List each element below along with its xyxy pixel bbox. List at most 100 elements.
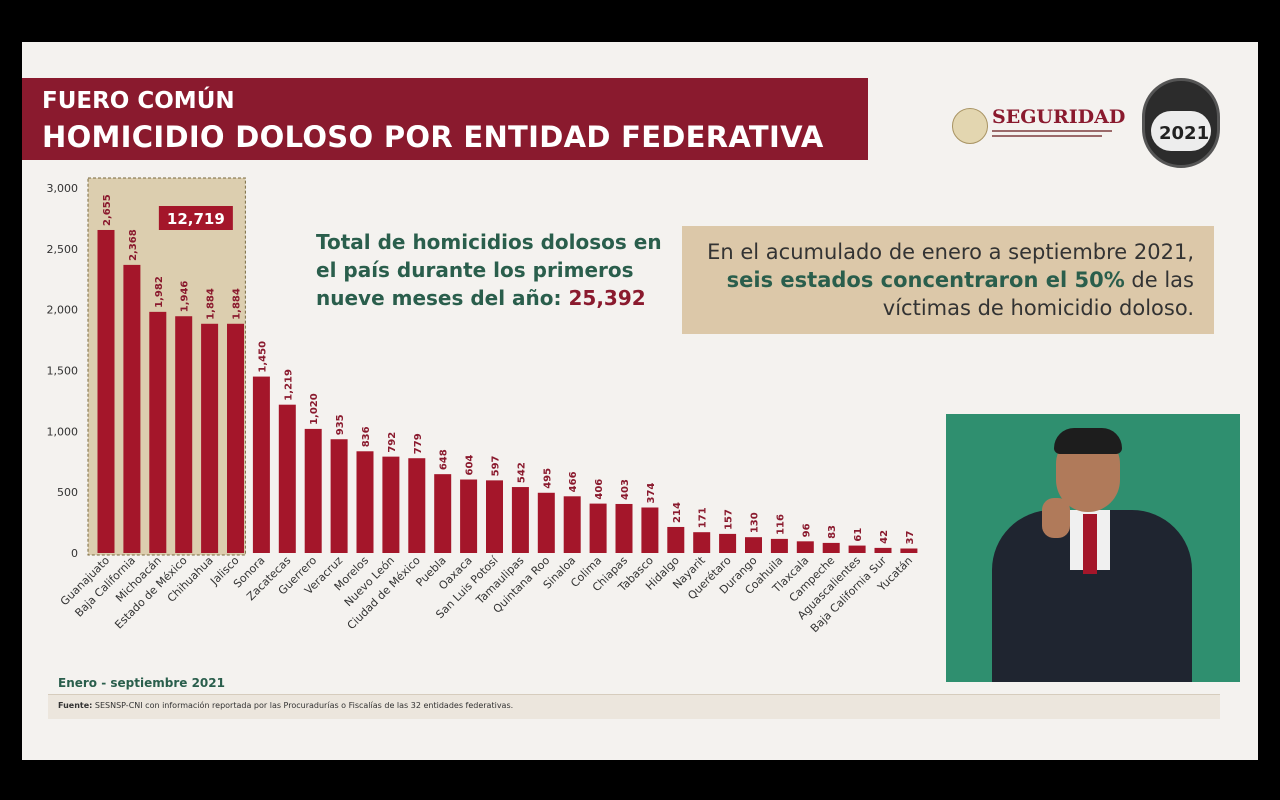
bar-value-label: 42 [879,530,890,544]
bar-value-label: 2,655 [102,194,113,226]
bar [123,264,141,553]
bar-value-label: 116 [775,514,786,535]
bar [796,541,814,553]
bar [97,229,115,553]
bar-value-label: 1,450 [257,341,268,373]
bar [434,474,452,553]
bar [719,533,737,553]
bar-value-label: 130 [750,512,761,533]
bar-value-label: 1,884 [232,288,243,320]
bar [408,458,426,553]
bar-value-label: 466 [568,471,579,492]
bar-value-label: 542 [516,462,527,483]
bar [693,532,711,553]
bar-value-label: 779 [413,433,424,454]
bar [822,542,840,553]
bar-chart: 0 500 1,000 1,500 2,000 2,500 3,000 12,719 2,6… [47,177,918,635]
bar [563,496,581,553]
badge-year: 2021 [1159,123,1210,144]
bar-value-label: 1,982 [154,276,165,308]
y-tick-label: 3,000 [47,182,79,195]
bar-value-label: 374 [646,483,657,504]
bar-value-label: 406 [594,479,605,500]
bar-value-label: 214 [672,502,683,523]
period-label: Enero - septiembre 2021 [58,676,225,690]
bar [615,503,633,553]
bar [278,404,296,553]
total-homicides-text: Total de homicidios dolosos en el país d… [316,228,666,312]
source-label: Fuente: [58,701,93,710]
interpreter-tie [1083,514,1097,574]
bar [848,545,866,553]
bar-value-label: 157 [724,509,735,530]
y-tick-label: 2,000 [47,304,79,317]
bar [641,507,659,553]
bar-value-label: 1,020 [309,393,320,425]
bar-value-label: 1,946 [180,281,191,313]
bar-value-label: 2,368 [128,229,139,261]
bar [537,492,555,553]
bar [874,547,892,553]
title-line-1: FUERO COMÚN [42,88,235,114]
bar [900,548,918,553]
badge-inner [1151,111,1211,151]
mexico-2021-badge: 2021 [1142,78,1220,168]
bar [511,487,529,553]
bar-value-label: 604 [465,455,476,476]
bar-value-label: 495 [542,468,553,489]
y-tick-label: 500 [57,486,78,499]
title-band [22,78,868,160]
bar [175,316,193,553]
source-bar: Fuente: SESNSP-CNI con información repor… [48,694,1220,719]
bar [667,526,685,553]
bar [460,479,478,553]
note-part-1: En el acumulado de enero a septiembre 20… [707,240,1194,264]
highlight-total-label: 12,719 [167,210,225,228]
bar-value-label: 792 [387,432,398,453]
bar [356,451,374,553]
y-axis: 0 500 1,000 1,500 2,000 2,500 3,000 [47,182,79,560]
bar [330,439,348,553]
y-tick-label: 1,000 [47,425,79,438]
bar-value-label: 171 [698,507,709,528]
bar [149,311,167,553]
note-highlight: seis estados concentraron el 50% [726,268,1125,292]
note-text: En el acumulado de enero a septiembre 20… [706,238,1194,322]
slide: FUERO COMÚN HOMICIDIO DOLOSO POR ENTIDAD… [22,42,1258,760]
y-tick-label: 0 [71,547,78,560]
bar [304,428,322,553]
bars [97,229,918,553]
total-value: 25,392 [568,286,646,310]
bar [227,323,244,553]
seguridad-subtitle-line [992,135,1102,137]
bar [201,323,219,553]
y-tick-label: 1,500 [47,365,79,378]
interpreter-hair [1054,428,1122,454]
seal-icon [952,108,988,144]
bar-value-label: 648 [439,449,450,470]
source-body: SESNSP-CNI con información reportada por… [92,701,514,710]
source-text: Fuente: SESNSP-CNI con información repor… [58,701,513,710]
note-part-2: de las víctimas de homicidio doloso. [882,268,1194,320]
bar-value-label: 1,884 [206,288,217,320]
bar [252,376,270,553]
bar-value-label: 1,219 [283,369,294,401]
sign-language-interpreter-video [946,414,1240,682]
bar [486,480,503,553]
bar [589,503,607,553]
note-box: En el acumulado de enero a septiembre 20… [682,226,1214,334]
bar-value-label: 836 [361,426,372,447]
value-labels: 2,655 2,368 1,982 1,946 1,884 1,884 1,450 1,219… [102,194,916,544]
highlight-total-badge [158,206,233,230]
seguridad-subtitle-line [992,130,1112,132]
bar [382,456,400,553]
bar-value-label: 597 [491,455,502,476]
bar [770,538,788,553]
total-caption: Total de homicidios dolosos en el país d… [316,230,662,310]
bar-value-label: 37 [905,531,916,545]
bar-value-label: 96 [801,523,812,537]
title-line-2: HOMICIDIO DOLOSO POR ENTIDAD FEDERATIVA [42,120,824,154]
bar-value-label: 61 [853,528,864,542]
bar-value-label: 403 [620,479,631,500]
